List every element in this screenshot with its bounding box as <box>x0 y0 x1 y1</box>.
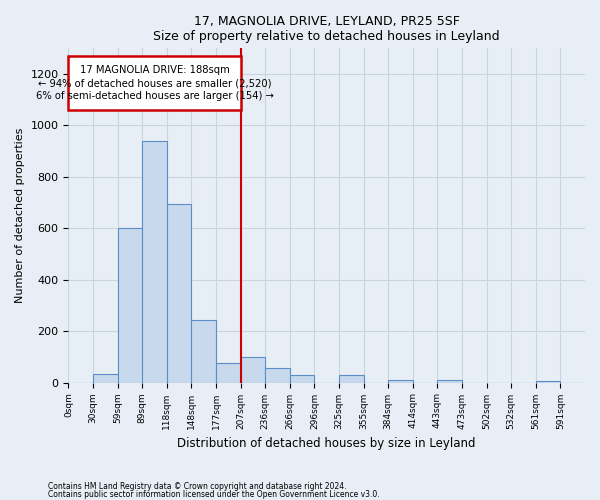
Text: Contains HM Land Registry data © Crown copyright and database right 2024.: Contains HM Land Registry data © Crown c… <box>48 482 347 491</box>
Bar <box>167 204 191 382</box>
Bar <box>191 320 216 382</box>
FancyBboxPatch shape <box>68 56 241 110</box>
Bar <box>339 375 364 382</box>
Bar <box>241 357 265 382</box>
Text: 17 MAGNOLIA DRIVE: 188sqm
← 94% of detached houses are smaller (2,520)
6% of sem: 17 MAGNOLIA DRIVE: 188sqm ← 94% of detac… <box>35 65 274 101</box>
Title: 17, MAGNOLIA DRIVE, LEYLAND, PR25 5SF
Size of property relative to detached hous: 17, MAGNOLIA DRIVE, LEYLAND, PR25 5SF Si… <box>154 15 500 43</box>
Bar <box>93 374 118 382</box>
Bar <box>142 141 167 382</box>
Text: Contains public sector information licensed under the Open Government Licence v3: Contains public sector information licen… <box>48 490 380 499</box>
Bar <box>216 364 241 382</box>
Bar <box>437 380 462 382</box>
Bar <box>265 368 290 382</box>
X-axis label: Distribution of detached houses by size in Leyland: Distribution of detached houses by size … <box>178 437 476 450</box>
Bar <box>118 228 142 382</box>
Bar <box>290 375 314 382</box>
Y-axis label: Number of detached properties: Number of detached properties <box>15 128 25 303</box>
Bar <box>388 380 413 382</box>
